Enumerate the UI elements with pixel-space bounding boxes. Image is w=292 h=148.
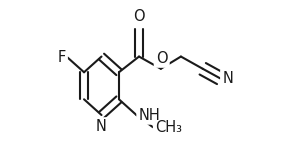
- Text: N: N: [222, 71, 233, 86]
- Text: N: N: [222, 71, 233, 86]
- Text: O: O: [133, 9, 145, 24]
- Text: N: N: [96, 119, 107, 134]
- Text: CH₃: CH₃: [155, 120, 182, 135]
- Text: CH₃: CH₃: [155, 120, 182, 135]
- Text: F: F: [58, 50, 66, 65]
- Text: O: O: [156, 51, 168, 66]
- Text: F: F: [58, 50, 66, 65]
- Text: NH: NH: [138, 107, 160, 123]
- Text: O: O: [156, 51, 168, 66]
- Text: N: N: [96, 119, 107, 134]
- Text: NH: NH: [138, 107, 160, 123]
- Text: O: O: [133, 9, 145, 24]
